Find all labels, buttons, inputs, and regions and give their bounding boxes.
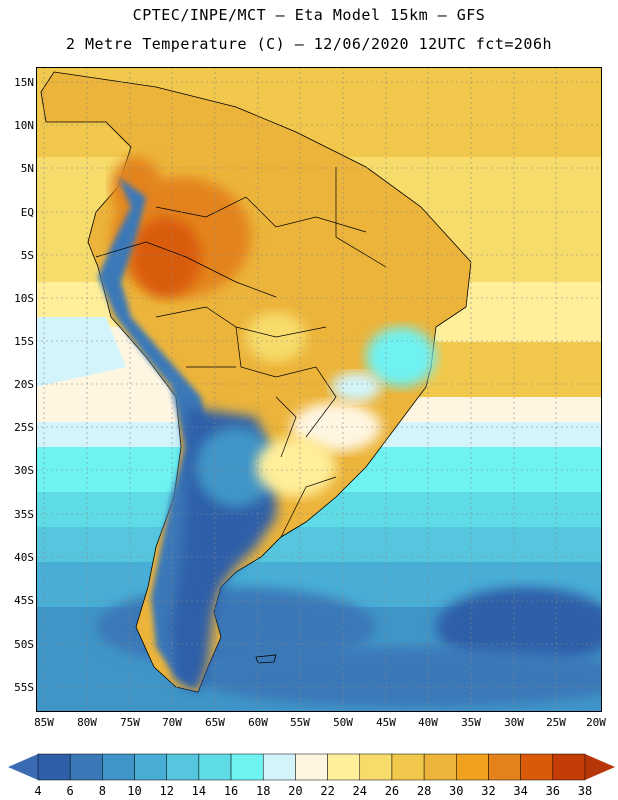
lon-label: 80W [77, 716, 97, 729]
colorbar-label: 12 [159, 784, 174, 798]
colorbar-label: 20 [288, 784, 303, 798]
lat-label: 50S [14, 638, 34, 651]
colorbar-cell [69, 753, 103, 781]
map-title-line-2: 2 Metre Temperature (C) – 12/06/2020 12U… [65, 35, 553, 53]
colorbar-label: 14 [191, 784, 207, 798]
colorbar-label: 18 [256, 784, 271, 798]
lon-label: 45W [376, 716, 396, 729]
lat-label: 25S [14, 421, 34, 434]
colorbar-cell [552, 753, 586, 781]
colorbar-cell [102, 753, 135, 781]
colorbar-cell [230, 753, 264, 781]
colorbar-label: 4 [34, 784, 42, 798]
colorbar-low-arrow [8, 754, 38, 780]
temperature-map [36, 67, 602, 712]
colorbar-cell [391, 753, 425, 781]
lon-label: 55W [290, 716, 310, 729]
colorbar-label: 26 [384, 784, 400, 798]
lon-label: 20W [586, 716, 606, 729]
colorbar-cell [520, 753, 554, 781]
colorbar-label: 10 [127, 784, 142, 798]
lat-label: EQ [20, 206, 34, 219]
colorbar-cell [456, 753, 489, 781]
lon-label: 30W [504, 716, 524, 729]
lat-label: 15S [14, 335, 34, 348]
colorbar [8, 753, 615, 781]
colorbar-label: 36 [545, 784, 561, 798]
colorbar-cell [166, 753, 200, 781]
graticule [36, 67, 602, 712]
lat-label: 30S [14, 464, 34, 477]
colorbar-label: 16 [223, 784, 239, 798]
lat-label: 5N [20, 162, 34, 175]
lat-label: 5S [20, 249, 34, 262]
colorbar-label: 8 [98, 784, 106, 798]
map-border [36, 67, 602, 712]
colorbar-label: 38 [577, 784, 593, 798]
colorbar-cell [262, 753, 296, 781]
colorbar-cell [359, 753, 393, 781]
colorbar-label: 6 [66, 784, 74, 798]
lon-label: 60W [248, 716, 268, 729]
lon-label: 25W [546, 716, 566, 729]
colorbar-label: 30 [449, 784, 464, 798]
lon-label: 40W [418, 716, 438, 729]
lat-label: 10S [14, 292, 34, 305]
lat-label: 35S [14, 508, 34, 521]
continent [40, 71, 472, 693]
colorbar-label: 24 [352, 784, 367, 798]
lat-label: 45S [14, 594, 34, 607]
colorbar-high-arrow [585, 754, 615, 780]
lat-label: 15N [14, 76, 34, 89]
colorbar-cell [198, 753, 232, 781]
map-title-line-1: CPTEC/INPE/MCT – Eta Model 15km – GFS [132, 6, 486, 24]
lon-label: 75W [120, 716, 140, 729]
lat-label: 20S [14, 378, 34, 391]
colorbar-cell [37, 753, 71, 781]
colorbar-cell [295, 753, 328, 781]
colorbar-cell [134, 753, 167, 781]
colorbar-label: 22 [320, 784, 335, 798]
colorbar-cell [327, 753, 361, 781]
lon-label: 35W [461, 716, 481, 729]
lat-label: 40S [14, 551, 34, 564]
colorbar-label: 32 [481, 784, 496, 798]
colorbar-label: 28 [416, 784, 432, 798]
lat-label: 10N [14, 119, 34, 132]
lon-label: 50W [333, 716, 353, 729]
map-svg [36, 67, 602, 712]
colorbar-cell [488, 753, 521, 781]
lon-label: 65W [205, 716, 225, 729]
lon-label: 85W [34, 716, 54, 729]
colorbar-cell [423, 753, 457, 781]
lon-label: 70W [162, 716, 182, 729]
lat-label: 55S [14, 681, 34, 694]
colorbar-label: 34 [513, 784, 528, 798]
